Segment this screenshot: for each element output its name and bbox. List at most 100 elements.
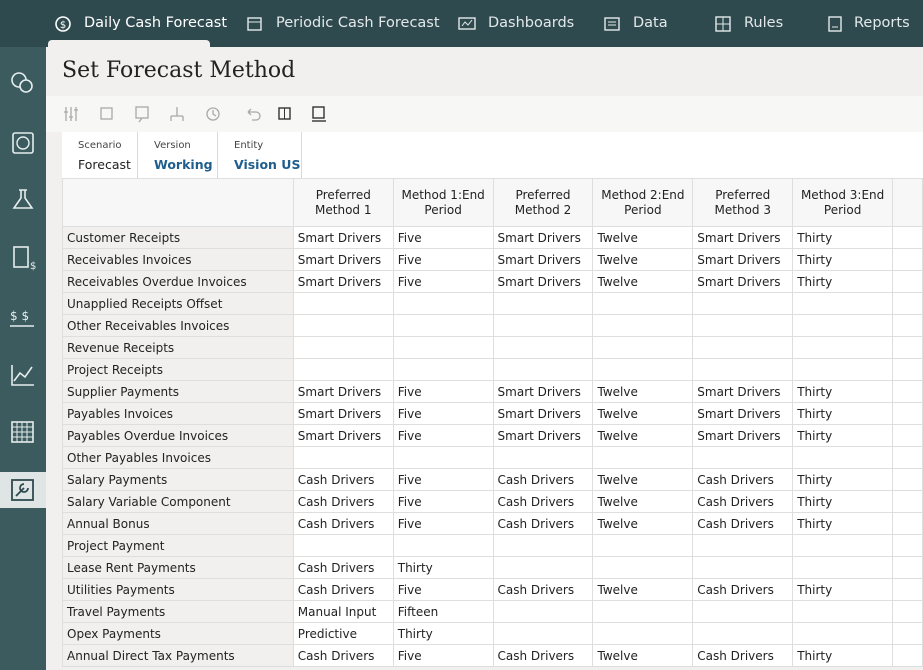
grid-cell[interactable]: Twelve xyxy=(592,226,694,249)
grid-cell[interactable]: Smart Drivers xyxy=(292,424,394,447)
side-icon[interactable] xyxy=(0,64,46,100)
grid-cell[interactable]: Thirty xyxy=(792,490,893,513)
grid-cell[interactable] xyxy=(392,534,494,557)
nav-tab[interactable]: Data xyxy=(603,0,673,47)
grid-cell[interactable]: Smart Drivers xyxy=(492,248,594,271)
pov-item[interactable]: Scenario Forecast xyxy=(62,132,138,178)
grid-cell[interactable]: Twelve xyxy=(592,512,694,535)
nav-tab[interactable]: $ Daily Cash Forecast xyxy=(54,0,227,47)
grid-cell[interactable]: Smart Drivers xyxy=(492,226,594,249)
grid-cell[interactable]: Cash Drivers xyxy=(692,512,794,535)
grid-cell[interactable]: Smart Drivers xyxy=(292,226,394,249)
grid-cell[interactable] xyxy=(792,358,893,381)
grid-cell[interactable]: Thirty xyxy=(792,270,893,293)
grid-cell[interactable]: Smart Drivers xyxy=(292,402,394,425)
grid-cell[interactable]: Thirty xyxy=(792,424,893,447)
grid-cell[interactable]: Cash Drivers xyxy=(492,512,594,535)
pov-item[interactable]: Version Working xyxy=(138,132,218,178)
grid-cell[interactable]: Cash Drivers xyxy=(492,490,594,513)
side-icon[interactable]: $ xyxy=(0,240,46,276)
grid-cell[interactable] xyxy=(592,314,694,337)
grid-cell[interactable] xyxy=(692,292,794,315)
grid-cell[interactable]: Smart Drivers xyxy=(492,402,594,425)
grid-cell[interactable]: Twelve xyxy=(592,424,694,447)
grid-cell[interactable] xyxy=(492,446,594,469)
grid-cell[interactable]: Thirty xyxy=(792,468,893,491)
grid-cell[interactable]: Thirty xyxy=(792,380,893,403)
grid-cell[interactable]: Cash Drivers xyxy=(692,490,794,513)
grid-cell[interactable] xyxy=(692,556,794,579)
grid-cell[interactable]: Cash Drivers xyxy=(692,468,794,491)
grid-cell[interactable]: Smart Drivers xyxy=(492,424,594,447)
grid-cell[interactable]: Manual Input xyxy=(292,600,394,623)
grid-cell[interactable]: Cash Drivers xyxy=(692,644,794,667)
grid-cell[interactable] xyxy=(492,292,594,315)
grid-cell[interactable] xyxy=(592,446,694,469)
grid-cell[interactable] xyxy=(292,446,394,469)
grid-cell[interactable] xyxy=(292,358,394,381)
grid-cell[interactable]: Cash Drivers xyxy=(492,468,594,491)
grid-cell[interactable]: Twelve xyxy=(592,644,694,667)
grid-cell[interactable]: Cash Drivers xyxy=(492,578,594,601)
grid-cell[interactable] xyxy=(392,446,494,469)
side-icon[interactable] xyxy=(0,357,46,393)
grid-cell[interactable] xyxy=(492,534,594,557)
grid-cell[interactable]: Five xyxy=(392,424,494,447)
grid-cell[interactable] xyxy=(492,358,594,381)
grid-cell[interactable]: Smart Drivers xyxy=(692,226,794,249)
grid-cell[interactable] xyxy=(792,556,893,579)
grid-cell[interactable] xyxy=(392,358,494,381)
grid-cell[interactable] xyxy=(292,292,394,315)
grid-cell[interactable] xyxy=(492,336,594,359)
grid-cell[interactable]: Smart Drivers xyxy=(292,270,394,293)
grid-cell[interactable] xyxy=(292,336,394,359)
grid-cell[interactable]: Five xyxy=(392,380,494,403)
grid-cell[interactable]: Cash Drivers xyxy=(292,512,394,535)
grid-cell[interactable]: Five xyxy=(392,468,494,491)
grid-cell[interactable] xyxy=(792,446,893,469)
grid-cell[interactable]: Thirty xyxy=(392,622,494,645)
grid-cell[interactable] xyxy=(792,600,893,623)
side-icon[interactable] xyxy=(0,182,46,218)
grid-cell[interactable]: Thirty xyxy=(792,512,893,535)
grid-cell[interactable]: Smart Drivers xyxy=(292,248,394,271)
grid-cell[interactable] xyxy=(392,314,494,337)
grid-cell[interactable]: Five xyxy=(392,270,494,293)
grid-cell[interactable]: Five xyxy=(392,402,494,425)
grid-cell[interactable]: Cash Drivers xyxy=(292,468,394,491)
side-icon[interactable] xyxy=(0,414,46,450)
grid-cell[interactable] xyxy=(592,600,694,623)
grid-cell[interactable]: Twelve xyxy=(592,578,694,601)
grid-cell[interactable]: Cash Drivers xyxy=(292,644,394,667)
grid-cell[interactable]: Twelve xyxy=(592,490,694,513)
grid-cell[interactable]: Twelve xyxy=(592,248,694,271)
grid-cell[interactable]: Five xyxy=(392,578,494,601)
grid-cell[interactable]: Thirty xyxy=(792,248,893,271)
grid-cell[interactable] xyxy=(592,336,694,359)
grid-cell[interactable]: Fifteen xyxy=(392,600,494,623)
grid-cell[interactable]: Thirty xyxy=(792,402,893,425)
grid-cell[interactable] xyxy=(592,622,694,645)
grid-cell[interactable]: Five xyxy=(392,226,494,249)
nav-tab[interactable]: Dashboards xyxy=(458,0,574,47)
grid-cell[interactable]: Predictive xyxy=(292,622,394,645)
grid-cell[interactable]: Smart Drivers xyxy=(492,380,594,403)
pov-item[interactable]: Entity Vision US xyxy=(218,132,302,178)
grid-cell[interactable]: Twelve xyxy=(592,468,694,491)
side-icon-active[interactable] xyxy=(0,472,46,508)
grid-cell[interactable] xyxy=(492,556,594,579)
grid-cell[interactable]: Cash Drivers xyxy=(292,490,394,513)
grid-cell[interactable] xyxy=(292,314,394,337)
grid-cell[interactable] xyxy=(692,358,794,381)
grid-cell[interactable] xyxy=(592,556,694,579)
grid-cell[interactable]: Five xyxy=(392,512,494,535)
grid-cell[interactable] xyxy=(492,622,594,645)
grid-cell[interactable]: Twelve xyxy=(592,380,694,403)
grid-cell[interactable]: Twelve xyxy=(592,270,694,293)
grid-cell[interactable] xyxy=(592,358,694,381)
grid-cell[interactable]: Five xyxy=(392,644,494,667)
grid-cell[interactable] xyxy=(592,534,694,557)
grid-cell[interactable] xyxy=(492,600,594,623)
grid-cell[interactable]: Cash Drivers xyxy=(492,644,594,667)
grid-cell[interactable] xyxy=(692,622,794,645)
